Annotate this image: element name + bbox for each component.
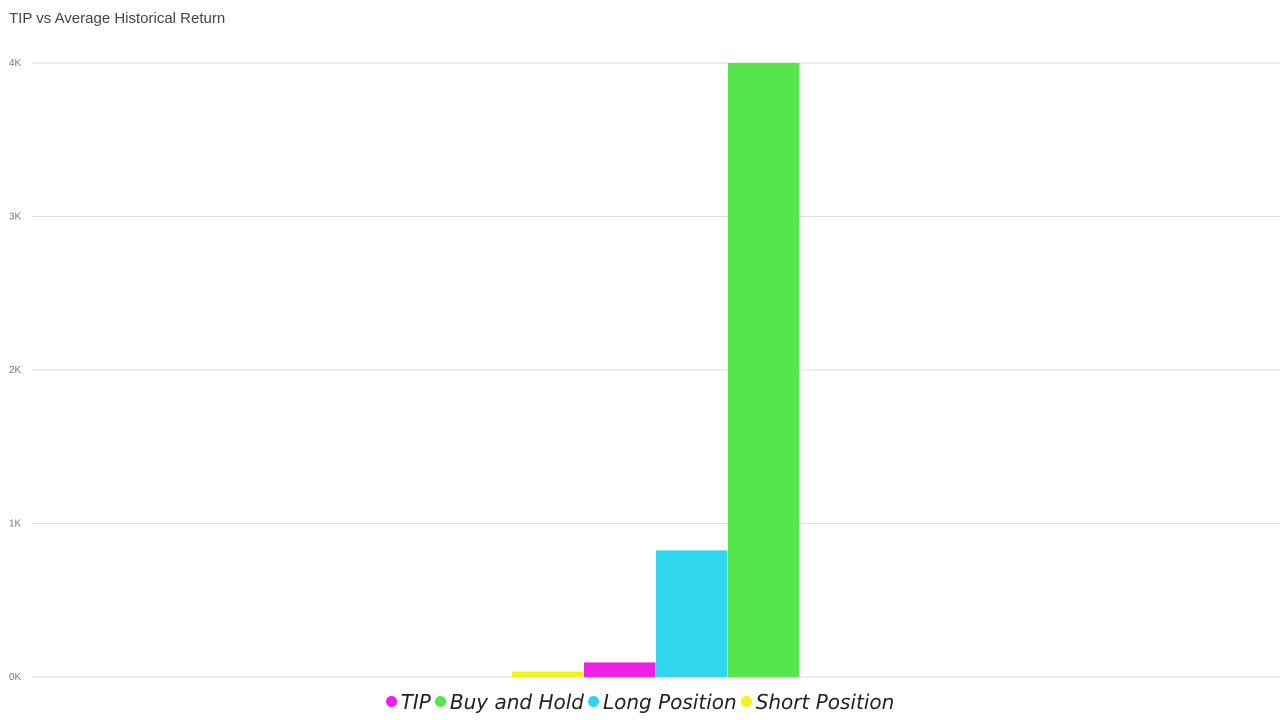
chart-title: TIP vs Average Historical Return	[9, 10, 226, 27]
bar-long-position[interactable]	[656, 550, 728, 677]
bars	[512, 63, 800, 677]
legend-label: TIP	[400, 690, 431, 714]
y-tick-label: 2K	[9, 365, 22, 376]
bar-short-position[interactable]	[512, 671, 584, 677]
y-tick-label: 1K	[9, 519, 22, 530]
y-tick-label: 0K	[9, 672, 22, 683]
y-tick-label: 3K	[9, 212, 22, 223]
bar-buy-and-hold[interactable]	[728, 63, 800, 677]
legend-item[interactable]: TIP	[385, 690, 431, 714]
legend-dot-icon	[385, 696, 397, 707]
legend-label: Buy and Hold	[449, 690, 584, 714]
legend-item[interactable]: Buy and Hold	[434, 690, 584, 714]
legend-item[interactable]: Long Position	[587, 690, 737, 714]
bar-tip[interactable]	[584, 662, 656, 677]
legend-dot-icon	[587, 696, 599, 707]
legend-label: Long Position	[602, 690, 737, 714]
legend-item[interactable]: Short Position	[740, 690, 895, 714]
y-axis-ticks: 0K 1K 2K 3K 4K	[9, 58, 22, 683]
legend-label: Short Position	[755, 690, 895, 714]
y-tick-label: 4K	[9, 58, 22, 69]
legend-dot-icon	[740, 696, 752, 707]
legend: TIP Buy and Hold Long Position Short Positi…	[0, 690, 1280, 714]
legend-dot-icon	[434, 696, 446, 707]
